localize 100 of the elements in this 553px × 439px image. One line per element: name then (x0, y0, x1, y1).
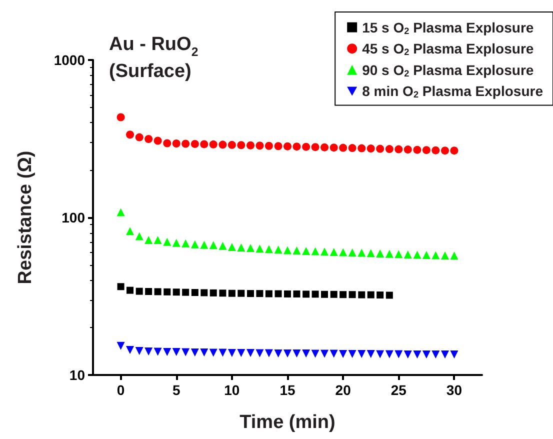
point (440, 350, 449, 358)
x-tick-label: 5 (172, 382, 180, 398)
point (274, 290, 282, 298)
x-tick-label: 10 (224, 382, 240, 398)
point (172, 288, 180, 296)
point (413, 146, 422, 154)
x-tick-label: 15 (280, 382, 296, 398)
point (246, 141, 254, 150)
point (284, 246, 292, 254)
point (117, 283, 124, 290)
y-axis-title: Resistance (Ω) (15, 150, 36, 284)
point (284, 349, 292, 358)
point (135, 232, 144, 240)
point (144, 348, 153, 356)
point (394, 350, 403, 358)
point (432, 350, 440, 358)
point (386, 292, 393, 299)
point (394, 250, 403, 258)
point (348, 144, 356, 152)
point (182, 288, 190, 296)
point (284, 142, 292, 150)
point (441, 146, 449, 155)
point (339, 248, 348, 256)
point (385, 350, 394, 358)
x-tick-label: 25 (390, 382, 407, 398)
point (450, 350, 458, 358)
point (154, 236, 162, 244)
point (404, 250, 412, 259)
point (126, 286, 134, 294)
point (404, 350, 412, 358)
point (172, 348, 180, 356)
point (228, 290, 236, 297)
point (190, 348, 199, 356)
point (264, 349, 273, 358)
point (422, 250, 430, 259)
point (200, 348, 208, 356)
point (264, 142, 273, 150)
point (330, 350, 338, 358)
point (376, 292, 384, 299)
point (246, 290, 254, 298)
point (376, 144, 384, 153)
point (440, 251, 449, 260)
point (145, 288, 152, 295)
point (190, 240, 199, 248)
point (358, 144, 366, 152)
point (302, 246, 310, 255)
point (432, 251, 440, 260)
point (172, 140, 180, 148)
point (154, 136, 162, 145)
point (135, 133, 144, 142)
point (376, 350, 384, 358)
point (218, 140, 227, 149)
point (144, 236, 153, 244)
point (292, 142, 301, 151)
point (237, 141, 246, 150)
point (311, 350, 320, 358)
point (320, 143, 329, 152)
point (358, 291, 366, 298)
y-tick-label: 10 (69, 367, 86, 383)
point (164, 288, 171, 296)
point (144, 135, 153, 144)
point (116, 208, 125, 216)
point (200, 140, 208, 148)
point (292, 349, 301, 358)
point (200, 240, 208, 249)
point (218, 242, 227, 250)
point (358, 248, 366, 257)
point (265, 290, 272, 298)
point (237, 243, 246, 252)
y-tick-label: 100 (62, 210, 86, 226)
point (366, 350, 375, 358)
point (126, 346, 134, 354)
point (264, 245, 273, 254)
point (311, 247, 320, 256)
point (358, 350, 366, 358)
point (320, 350, 329, 358)
point (394, 145, 403, 154)
point (274, 349, 282, 358)
point (209, 140, 218, 148)
point (154, 288, 162, 296)
point (413, 250, 422, 259)
point (293, 290, 300, 298)
x-axis-title: Time (min) (240, 412, 336, 433)
point (292, 246, 301, 255)
point (256, 244, 264, 253)
point (302, 290, 310, 298)
point (330, 144, 338, 152)
point (182, 348, 190, 356)
point (302, 142, 310, 151)
y-tick-label: 1000 (54, 52, 86, 68)
point (191, 289, 198, 296)
point (339, 350, 348, 358)
point (339, 144, 348, 152)
point (348, 350, 356, 358)
point (256, 290, 264, 298)
point (190, 140, 199, 148)
point (238, 290, 245, 297)
point (209, 241, 218, 250)
point (284, 290, 291, 298)
point (228, 348, 236, 357)
